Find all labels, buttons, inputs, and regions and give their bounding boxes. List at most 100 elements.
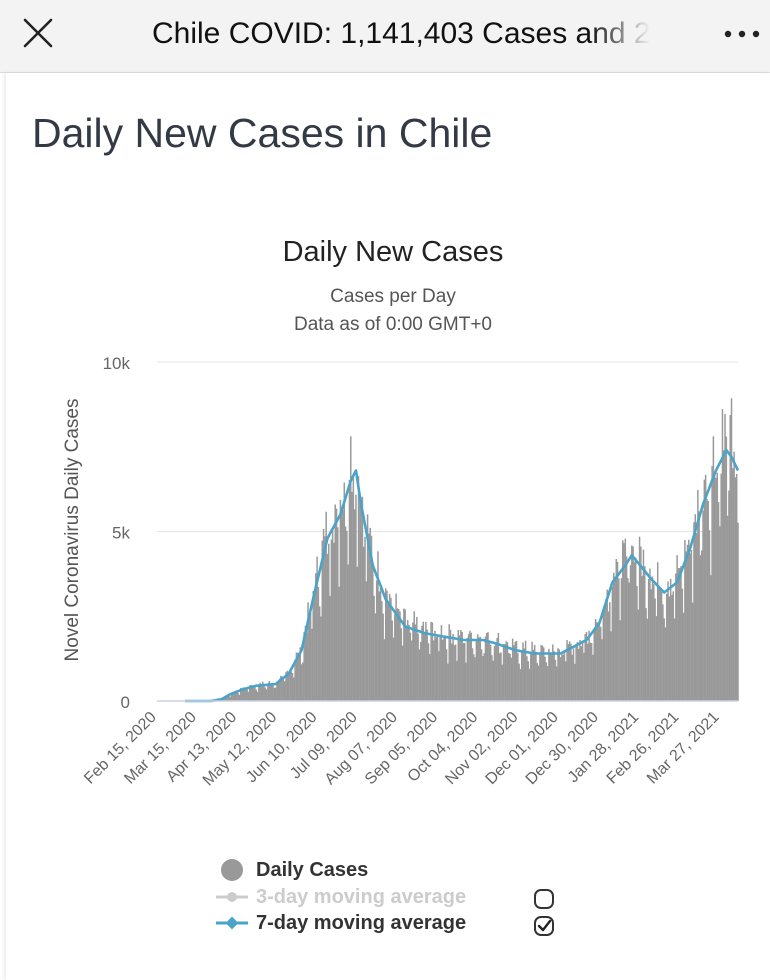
daily-case-bar [386, 590, 388, 701]
daily-case-bar [283, 681, 286, 701]
daily-case-bar [441, 639, 444, 701]
daily-case-bar [729, 415, 731, 701]
daily-case-bar [580, 646, 583, 701]
daily-case-bar [662, 604, 664, 701]
legend-3-day-average[interactable]: 3-day moving average [212, 884, 502, 910]
daily-case-bar [317, 586, 320, 701]
daily-case-bar [669, 578, 672, 701]
daily-case-bar [716, 472, 719, 701]
daily-case-bar [256, 691, 259, 701]
daily-case-bar [598, 622, 601, 701]
daily-case-bar [347, 564, 349, 701]
daily-case-bar [478, 637, 480, 701]
daily-case-bar [585, 631, 588, 701]
legend-daily-cases[interactable]: Daily Cases [212, 857, 412, 883]
daily-case-bar [691, 602, 694, 701]
daily-case-bar [249, 685, 251, 701]
daily-case-bar [382, 613, 384, 701]
daily-case-bar [511, 638, 514, 701]
page-title-bar: Chile COVID: 1,141,403 Cases and 25,277 … [152, 17, 650, 50]
daily-case-bar [308, 618, 311, 701]
daily-case-bar [436, 635, 439, 701]
daily-case-bar [611, 586, 614, 701]
legend-7-day-average[interactable]: 7-day moving average [212, 910, 502, 936]
daily-case-bar [337, 527, 339, 701]
daily-case-bar [409, 632, 412, 701]
daily-case-bar [241, 689, 243, 701]
daily-case-bar [702, 510, 704, 701]
daily-case-bar [574, 663, 576, 701]
checkbox-3-day-average[interactable] [534, 889, 554, 909]
daily-case-bar [664, 627, 667, 701]
daily-case-bar [230, 693, 233, 701]
daily-case-bar [351, 491, 353, 701]
daily-case-bar [735, 473, 738, 701]
daily-case-bar [601, 639, 603, 701]
daily-case-bar [634, 557, 637, 701]
daily-case-bar [395, 593, 397, 701]
daily-cases-bars [211, 398, 739, 701]
daily-case-bar [609, 602, 611, 701]
daily-case-bar [732, 468, 734, 701]
daily-case-bar [531, 641, 533, 701]
daily-case-bar [342, 510, 344, 701]
daily-case-bar [475, 639, 478, 701]
daily-case-bar [463, 642, 466, 701]
daily-case-bar [655, 616, 658, 701]
daily-case-bar [545, 662, 548, 701]
daily-case-bar [338, 586, 340, 701]
close-button[interactable] [18, 14, 58, 54]
daily-case-bar [439, 637, 441, 701]
daily-case-bar [276, 683, 278, 701]
daily-case-bar [258, 684, 260, 701]
daily-case-bar [612, 572, 615, 701]
daily-case-bar [440, 625, 443, 701]
daily-case-bar [242, 687, 245, 701]
daily-case-bar [320, 616, 322, 701]
daily-case-bar [273, 687, 276, 701]
daily-case-bar [368, 533, 370, 701]
daily-case-bar [581, 642, 584, 701]
daily-case-bar [548, 648, 550, 701]
daily-case-bar [474, 657, 476, 701]
daily-case-bar [375, 580, 378, 701]
daily-case-bar [388, 594, 391, 701]
daily-case-bar [637, 609, 640, 701]
daily-case-bar [520, 652, 523, 701]
daily-case-bar [366, 514, 369, 701]
daily-case-bar [359, 493, 361, 701]
daily-case-bar [726, 515, 729, 701]
daily-case-bar [690, 549, 693, 701]
daily-case-bar [523, 648, 526, 701]
daily-case-bar [289, 672, 291, 701]
daily-case-bar [365, 581, 368, 701]
daily-case-bar [461, 631, 463, 701]
daily-case-bar [403, 608, 405, 701]
daily-case-bar [274, 687, 277, 701]
grid-lines [157, 361, 738, 532]
checkbox-7-day-average[interactable] [534, 916, 554, 936]
daily-case-bar [387, 602, 390, 701]
more-options-button[interactable] [722, 24, 766, 44]
daily-case-bar [421, 625, 423, 701]
daily-case-bar [304, 625, 307, 701]
daily-case-bar [471, 648, 474, 701]
daily-case-bar [572, 648, 575, 701]
daily-case-bar [329, 595, 331, 701]
daily-case-bar [465, 662, 467, 701]
daily-case-bar [453, 645, 456, 701]
daily-case-bar [599, 626, 602, 701]
daily-case-bar [678, 568, 681, 701]
daily-case-bar [723, 450, 725, 701]
daily-case-bar [492, 660, 494, 701]
daily-case-bar [616, 561, 619, 701]
y-axis-label: Novel Coronavirus Daily Cases [62, 399, 83, 662]
daily-case-bar [536, 663, 539, 701]
daily-case-bar [339, 499, 342, 701]
daily-case-bar [504, 644, 506, 701]
daily-case-bar [267, 683, 269, 701]
daily-case-bar [565, 661, 567, 701]
daily-case-bar [305, 632, 308, 701]
daily-case-bar [583, 652, 585, 701]
daily-case-bar [650, 589, 652, 701]
